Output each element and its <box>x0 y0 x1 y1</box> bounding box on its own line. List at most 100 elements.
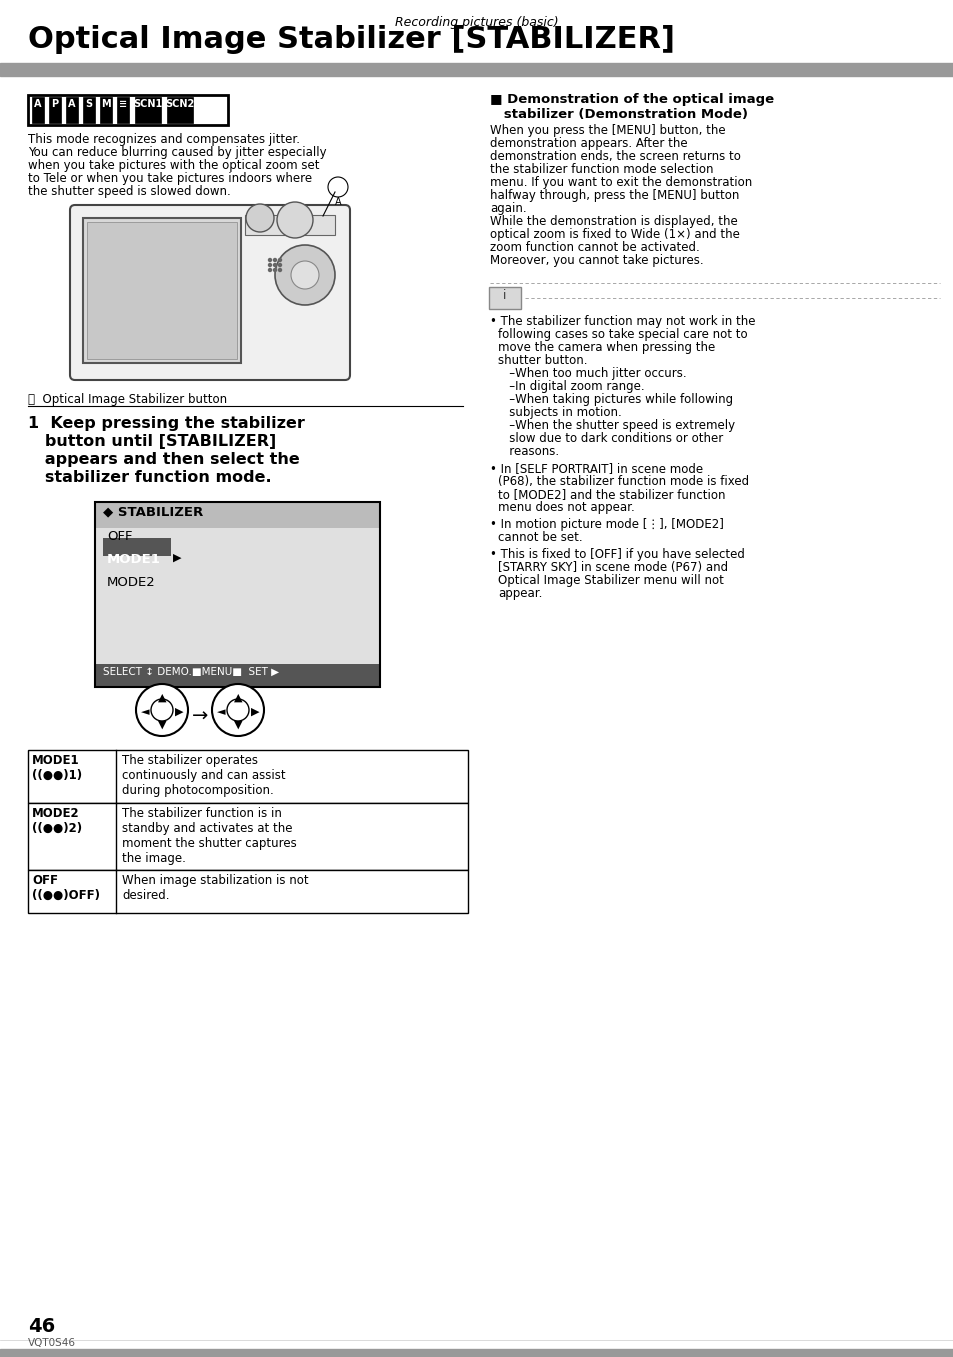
Circle shape <box>278 269 281 271</box>
Bar <box>49 96 61 123</box>
Text: [STARRY SKY] in scene mode (P67) and: [STARRY SKY] in scene mode (P67) and <box>497 560 727 574</box>
Bar <box>100 96 112 123</box>
Bar <box>95 502 379 687</box>
Text: You can reduce blurring caused by jitter especially: You can reduce blurring caused by jitter… <box>28 147 326 159</box>
Bar <box>28 750 468 803</box>
Circle shape <box>212 684 264 735</box>
Text: i: i <box>503 289 506 303</box>
Text: ▶: ▶ <box>251 707 259 716</box>
Text: demonstration ends, the screen returns to: demonstration ends, the screen returns t… <box>490 151 740 163</box>
Text: zoom function cannot be activated.: zoom function cannot be activated. <box>490 242 699 254</box>
Text: 46: 46 <box>28 1318 55 1337</box>
Text: again.: again. <box>490 202 526 214</box>
Text: ◄: ◄ <box>141 707 149 716</box>
Text: Recording pictures (basic): Recording pictures (basic) <box>395 16 558 28</box>
Text: the shutter speed is slowed down.: the shutter speed is slowed down. <box>28 185 231 198</box>
Text: move the camera when pressing the: move the camera when pressing the <box>497 341 715 354</box>
Bar <box>28 95 228 125</box>
Text: –In digital zoom range.: –In digital zoom range. <box>497 380 644 394</box>
Text: menu. If you want to exit the demonstration: menu. If you want to exit the demonstrat… <box>490 176 752 189</box>
Bar <box>0 62 953 76</box>
Text: This mode recognizes and compensates jitter.: This mode recognizes and compensates jit… <box>28 133 299 147</box>
Bar <box>87 223 236 360</box>
Circle shape <box>274 246 335 305</box>
Text: to Tele or when you take pictures indoors where: to Tele or when you take pictures indoor… <box>28 172 312 185</box>
Text: →: → <box>192 707 208 726</box>
Text: MODE2
((●●)2): MODE2 ((●●)2) <box>32 807 82 835</box>
Bar <box>117 96 129 123</box>
Bar <box>167 96 193 123</box>
Text: MODE1: MODE1 <box>107 554 161 566</box>
Text: The stabilizer function is in
standby and activates at the
moment the shutter ca: The stabilizer function is in standby an… <box>122 807 296 864</box>
Text: menu does not appear.: menu does not appear. <box>497 501 634 514</box>
Text: M: M <box>101 99 111 109</box>
Text: to [MODE2] and the stabilizer function: to [MODE2] and the stabilizer function <box>497 489 724 501</box>
Text: ▶: ▶ <box>174 707 183 716</box>
Circle shape <box>274 263 276 266</box>
Text: Moreover, you cannot take pictures.: Moreover, you cannot take pictures. <box>490 254 703 267</box>
Text: shutter button.: shutter button. <box>497 354 587 366</box>
Circle shape <box>227 699 249 721</box>
Bar <box>95 664 379 687</box>
Text: MODE2: MODE2 <box>107 575 155 589</box>
Text: –When the shutter speed is extremely: –When the shutter speed is extremely <box>497 419 735 432</box>
Text: halfway through, press the [MENU] button: halfway through, press the [MENU] button <box>490 189 739 202</box>
Text: ◄: ◄ <box>216 707 225 716</box>
FancyBboxPatch shape <box>70 205 350 380</box>
Text: ≡: ≡ <box>119 99 127 109</box>
Bar <box>83 96 95 123</box>
Text: demonstration appears. After the: demonstration appears. After the <box>490 137 687 151</box>
Text: MODE1
((●●)1): MODE1 ((●●)1) <box>32 754 82 782</box>
Bar <box>245 214 335 235</box>
Text: appear.: appear. <box>497 588 542 600</box>
Text: Optical Image Stabilizer menu will not: Optical Image Stabilizer menu will not <box>497 574 723 588</box>
FancyBboxPatch shape <box>489 286 520 309</box>
Circle shape <box>268 269 272 271</box>
Text: following cases so take special care not to: following cases so take special care not… <box>497 328 747 341</box>
Bar <box>28 803 468 870</box>
Bar <box>135 96 161 123</box>
Circle shape <box>291 261 318 289</box>
Text: When you press the [MENU] button, the: When you press the [MENU] button, the <box>490 123 725 137</box>
Bar <box>32 96 44 123</box>
Bar <box>95 502 379 528</box>
Text: slow due to dark conditions or other: slow due to dark conditions or other <box>497 432 722 445</box>
Text: –When too much jitter occurs.: –When too much jitter occurs. <box>497 366 686 380</box>
Text: optical zoom is fixed to Wide (1×) and the: optical zoom is fixed to Wide (1×) and t… <box>490 228 740 242</box>
Text: –When taking pictures while following: –When taking pictures while following <box>497 394 732 406</box>
Circle shape <box>328 176 348 197</box>
Text: S: S <box>86 99 92 109</box>
Bar <box>28 870 468 913</box>
Text: Ⓐ  Optical Image Stabilizer button: Ⓐ Optical Image Stabilizer button <box>28 394 227 406</box>
Text: cannot be set.: cannot be set. <box>497 531 582 544</box>
Text: P: P <box>51 99 58 109</box>
Circle shape <box>278 263 281 266</box>
Text: A: A <box>34 99 42 109</box>
Text: ▶: ▶ <box>172 554 181 563</box>
Text: A: A <box>69 99 75 109</box>
Text: VQT0S46: VQT0S46 <box>28 1338 76 1348</box>
Text: SELECT ↕ DEMO.■MENU■  SET ▶: SELECT ↕ DEMO.■MENU■ SET ▶ <box>103 668 279 677</box>
Text: ▼: ▼ <box>233 721 242 730</box>
Text: • The stabilizer function may not work in the: • The stabilizer function may not work i… <box>490 315 755 328</box>
Text: ■ Demonstration of the optical image: ■ Demonstration of the optical image <box>490 94 773 106</box>
Circle shape <box>136 684 188 735</box>
Circle shape <box>276 202 313 237</box>
Text: • In [SELF PORTRAIT] in scene mode: • In [SELF PORTRAIT] in scene mode <box>490 461 702 475</box>
Text: stabilizer function mode.: stabilizer function mode. <box>28 470 272 484</box>
Text: A: A <box>335 197 341 208</box>
Circle shape <box>246 204 274 232</box>
Text: ▲: ▲ <box>233 693 242 703</box>
Text: OFF
((●●)OFF): OFF ((●●)OFF) <box>32 874 100 902</box>
Text: When image stabilization is not
desired.: When image stabilization is not desired. <box>122 874 309 902</box>
Text: Optical Image Stabilizer [STABILIZER]: Optical Image Stabilizer [STABILIZER] <box>28 24 675 54</box>
Text: subjects in motion.: subjects in motion. <box>497 406 621 419</box>
Circle shape <box>278 258 281 262</box>
Circle shape <box>268 258 272 262</box>
Text: 1  Keep pressing the stabilizer: 1 Keep pressing the stabilizer <box>28 417 305 432</box>
Bar <box>103 537 171 556</box>
Circle shape <box>268 263 272 266</box>
Bar <box>66 96 78 123</box>
Text: (P68), the stabilizer function mode is fixed: (P68), the stabilizer function mode is f… <box>497 475 748 489</box>
Text: OFF: OFF <box>107 531 132 543</box>
